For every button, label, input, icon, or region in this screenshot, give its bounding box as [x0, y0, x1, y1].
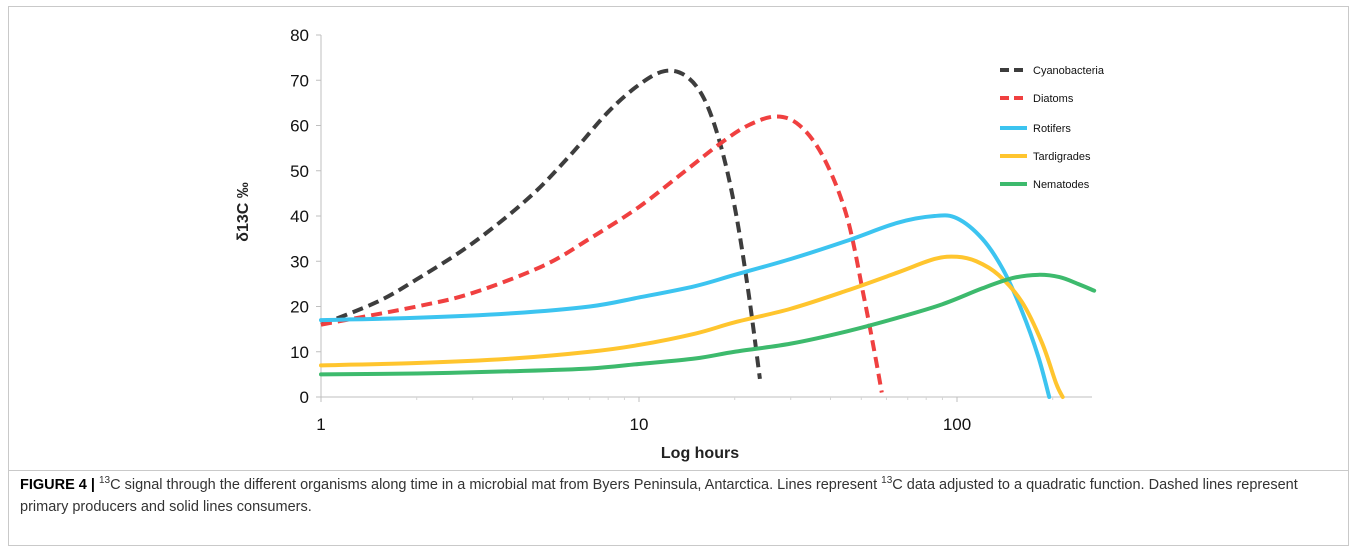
legend-label-nematodes: Nematodes: [1033, 179, 1090, 191]
x-tick-label: 1: [316, 415, 325, 434]
y-tick-label: 40: [290, 207, 309, 226]
line-chart: 0 10 20 30 40 50 60 70 80 1 10 100 Cyanobacteria Dia…: [235, 26, 1105, 462]
caption-superscript-2: 13: [881, 475, 893, 487]
y-tick-label: 10: [290, 343, 309, 362]
figure-caption: FIGURE 4 | 13C signal through the differ…: [20, 474, 1335, 518]
series-line-rotifers: [319, 213, 1052, 399]
x-tick-label: 10: [630, 415, 649, 434]
caption-divider: [8, 470, 1349, 471]
legend-label-rotifers: Rotifers: [1033, 123, 1071, 135]
legend: Cyanobacteria Diatoms Rotifers Tardigrades N…: [1000, 65, 1105, 191]
series-line-tardigrades: [319, 254, 1065, 399]
series-layer: [319, 68, 1097, 399]
y-tick-label: 0: [300, 388, 309, 407]
series-line-nematodes: [319, 272, 1097, 377]
y-tick-label: 70: [290, 71, 309, 90]
caption-text-1: C signal through the different organisms…: [110, 477, 882, 493]
axes: 0 10 20 30 40 50 60 70 80 1 10 100: [290, 26, 1092, 434]
figure-frame: [8, 6, 1349, 546]
y-tick-label: 20: [290, 298, 309, 317]
y-tick-label: 60: [290, 117, 309, 136]
y-tick-label: 30: [290, 252, 309, 271]
series-line-cyanobacteria: [320, 68, 762, 380]
legend-label-diatoms: Diatoms: [1033, 93, 1074, 105]
caption-label: FIGURE 4 |: [20, 477, 95, 493]
legend-label-tardigrades: Tardigrades: [1033, 151, 1091, 163]
y-tick-label: 80: [290, 26, 309, 45]
x-axis-title: Log hours: [661, 445, 739, 462]
x-tick-label: 100: [943, 415, 971, 434]
y-tick-label: 50: [290, 162, 309, 181]
caption-text-2: C data adjusted to a quadratic function.…: [20, 477, 1298, 515]
y-axis-title: δ13C ‰: [235, 182, 252, 242]
series-line-diatoms: [320, 114, 884, 393]
legend-label-cyanobacteria: Cyanobacteria: [1033, 65, 1105, 77]
caption-superscript-1: 13: [99, 475, 111, 487]
